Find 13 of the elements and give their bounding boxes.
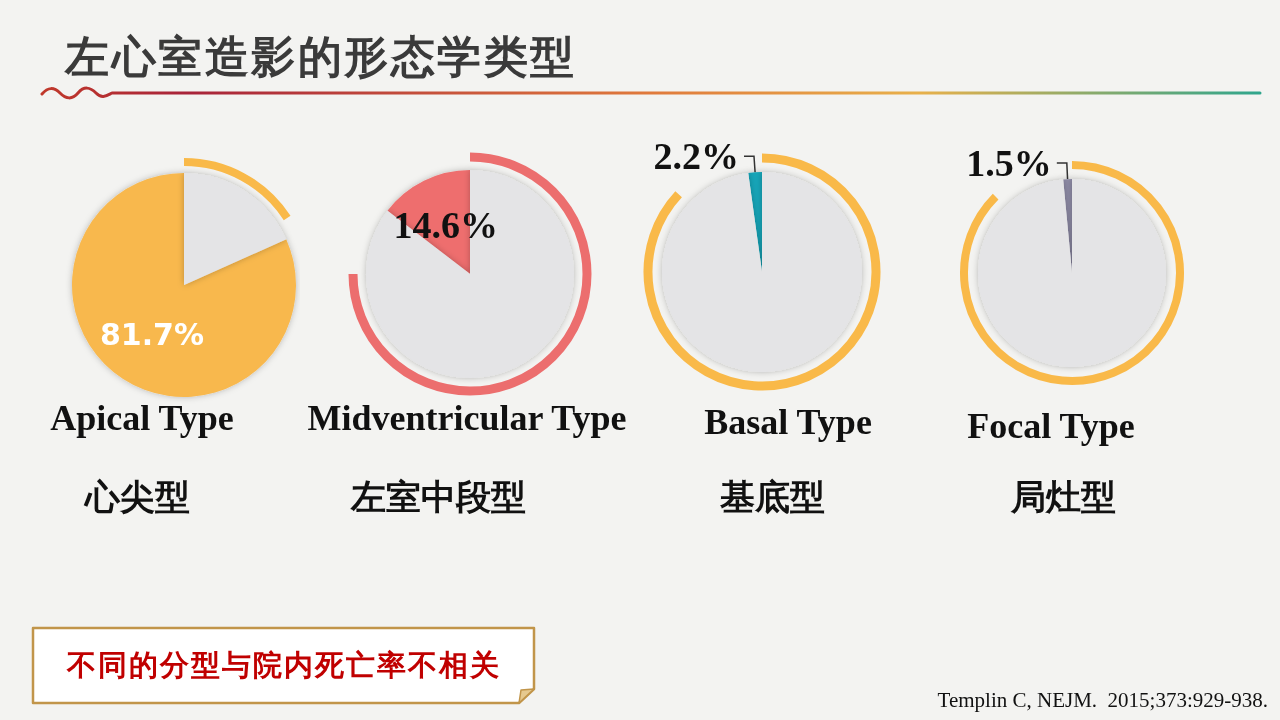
text: 心尖型 [82,476,190,517]
text: 局灶型 [1009,476,1116,517]
data-label: 2.2% [653,135,739,178]
text: Basal Type [704,402,872,442]
text: Apical Type [50,398,234,438]
data-label: 81.7% [99,317,204,353]
text: Templin C, NEJM. 2015;373:929-938. [937,688,1268,712]
text: 左室中段型 [349,476,526,517]
text: Focal Type [967,406,1135,446]
text: 基底型 [718,476,825,517]
data-label: 1.5% [966,142,1052,185]
text: 左心室造影的形态学类型 [65,31,577,82]
text: Midventricular Type [307,398,627,438]
